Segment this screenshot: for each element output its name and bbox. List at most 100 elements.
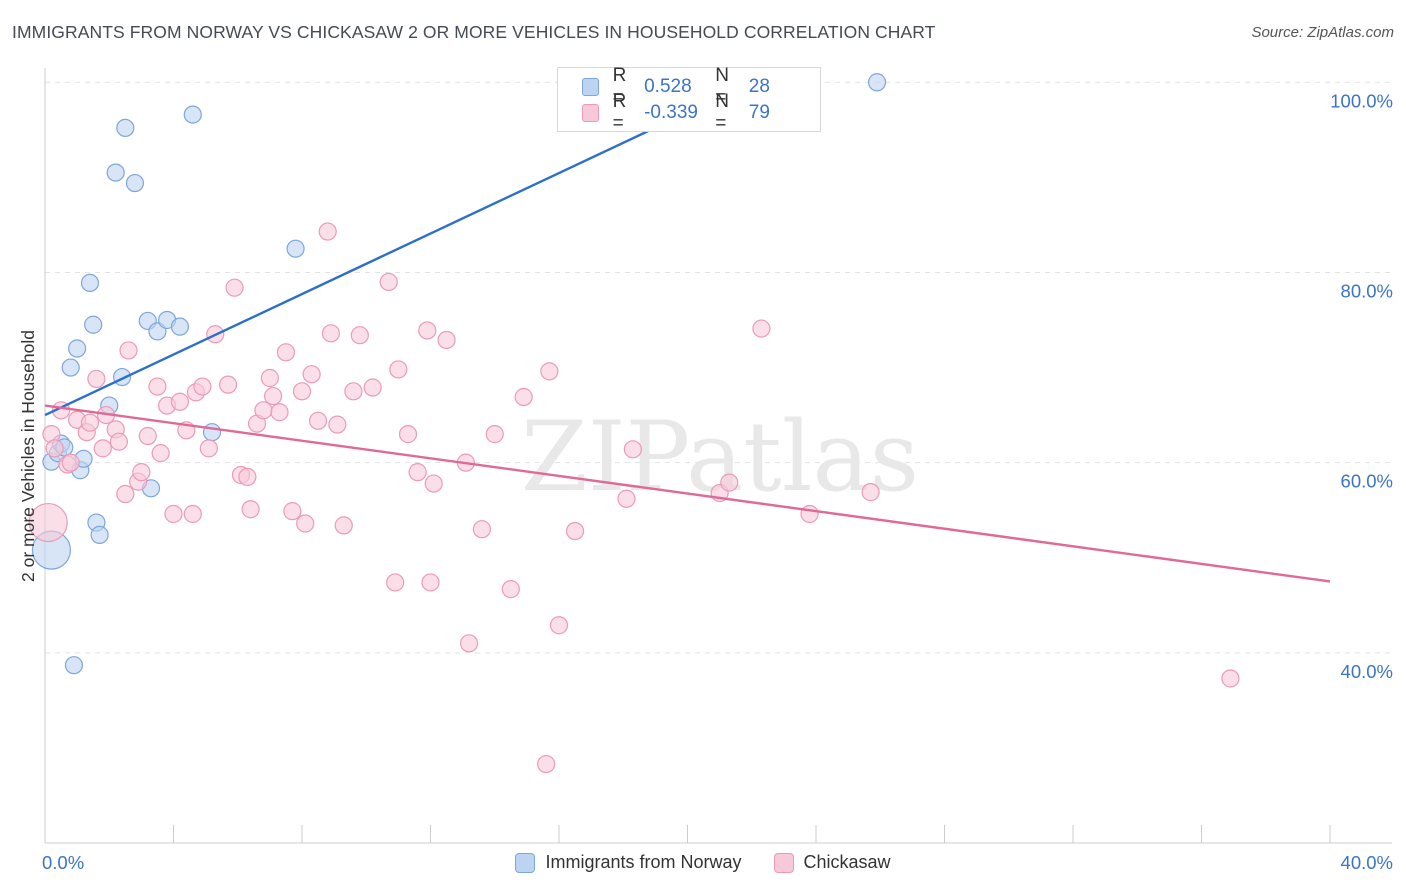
trend-lines xyxy=(44,81,1331,583)
norway-point xyxy=(116,118,135,138)
x-tick-label: 0.0% xyxy=(42,852,84,873)
chickasaw-point xyxy=(296,514,315,533)
legend-r-label: R = xyxy=(612,65,627,108)
chickasaw-point xyxy=(318,222,337,241)
norway-point xyxy=(84,315,103,334)
chickasaw-point xyxy=(800,504,819,524)
chickasaw-point xyxy=(418,321,437,340)
chickasaw-point xyxy=(565,521,585,541)
y-axis-label: 2 or more Vehicles in Household xyxy=(18,330,38,582)
chickasaw-point xyxy=(350,326,369,345)
norway-point xyxy=(90,525,109,545)
norway-trend-line xyxy=(44,81,753,417)
chickasaw-point xyxy=(260,368,279,388)
chickasaw-point xyxy=(389,360,408,379)
gridlines xyxy=(45,81,1392,654)
chickasaw-point xyxy=(344,382,363,401)
chickasaw-point xyxy=(292,382,312,401)
legend-swatch-blue xyxy=(515,852,536,873)
chickasaw-point xyxy=(164,504,183,524)
chickasaw-point xyxy=(752,319,771,338)
legend-item-chickasaw[interactable]: Chickasaw xyxy=(773,852,891,873)
chickasaw-point xyxy=(328,415,347,434)
chickasaw-point xyxy=(199,439,218,458)
chickasaw-point xyxy=(193,377,212,396)
chickasaw-point xyxy=(623,440,642,459)
chickasaw-point xyxy=(334,516,353,535)
legend-swatch-blue xyxy=(582,78,599,96)
norway-point xyxy=(183,105,202,124)
chickasaw-point xyxy=(148,377,167,396)
source-label: Source: ZipAtlas.com xyxy=(1251,24,1394,41)
chickasaw-point xyxy=(459,634,479,653)
legend-r-label: R = xyxy=(612,91,627,134)
tick-labels: 100.0% 80.0% 60.0% 40.0% 0.0% 40.0% xyxy=(42,90,1393,873)
series-legend: Immigrants from Norway Chickasaw xyxy=(0,852,1406,873)
chart-title: IMMIGRANTS FROM NORWAY VS CHICKASAW 2 OR… xyxy=(12,22,936,42)
chickasaw-trend-line xyxy=(44,404,1331,583)
legend-row-norway: R = 0.528 N = 28 xyxy=(582,65,820,108)
legend-swatch-pink xyxy=(582,104,599,122)
chickasaw-point xyxy=(116,484,135,504)
chickasaw-point xyxy=(501,580,520,599)
norway-point xyxy=(61,358,80,377)
chickasaw-point xyxy=(28,502,68,543)
chickasaw-point xyxy=(424,474,443,493)
chickasaw-point xyxy=(421,573,440,592)
chickasaw-point xyxy=(437,330,456,350)
legend-n-label: N = xyxy=(715,65,730,108)
chickasaw-point xyxy=(138,426,157,446)
legend-swatch-pink xyxy=(773,852,794,873)
chickasaw-point xyxy=(183,504,202,524)
chickasaw-point xyxy=(238,467,257,486)
norway-point xyxy=(80,273,100,293)
chickasaw-point xyxy=(861,483,880,502)
chickasaw-point xyxy=(386,573,405,592)
norway-point xyxy=(68,339,87,358)
chickasaw-point xyxy=(119,341,138,360)
chickasaw-point xyxy=(61,453,80,472)
x-tick-label: 40.0% xyxy=(1341,852,1393,873)
correlation-legend: R = 0.528 N = 28 R = -0.339 N = 79 xyxy=(557,65,821,134)
y-tick-label: 100.0% xyxy=(1330,90,1393,111)
norway-point xyxy=(106,163,125,182)
norway-point xyxy=(202,423,222,442)
legend-item-label: Immigrants from Norway xyxy=(545,852,742,872)
legend-r-value: 0.528 xyxy=(644,76,692,97)
chickasaw-point xyxy=(363,378,382,397)
norway-point xyxy=(125,173,145,193)
chickasaw-point xyxy=(151,444,170,463)
y-tick-label: 40.0% xyxy=(1341,661,1393,682)
legend-n-value: 28 xyxy=(748,76,770,97)
chickasaw-point xyxy=(93,439,112,458)
chickasaw-point xyxy=(80,413,100,432)
chickasaw-point xyxy=(537,754,556,774)
chickasaw-point xyxy=(1221,669,1240,688)
chickasaw-point xyxy=(132,463,151,482)
legend-item-label: Chickasaw xyxy=(803,852,891,872)
chickasaw-point xyxy=(321,324,341,343)
chickasaw-point xyxy=(485,425,504,444)
norway-point xyxy=(286,239,305,258)
chickasaw-point xyxy=(170,392,190,411)
norway-point xyxy=(64,656,84,675)
chickasaw-point xyxy=(263,386,283,406)
norway-point xyxy=(867,73,887,92)
chickasaw-point xyxy=(219,375,238,394)
chickasaw-point xyxy=(408,463,427,482)
chickasaw-point xyxy=(270,403,289,422)
legend-item-norway[interactable]: Immigrants from Norway xyxy=(515,852,742,873)
chickasaw-point xyxy=(302,365,321,384)
legend-r-value: -0.339 xyxy=(644,102,698,123)
chickasaw-point xyxy=(225,278,244,297)
chickasaw-point xyxy=(379,272,398,292)
chickasaw-point xyxy=(87,369,106,389)
chickasaw-point xyxy=(617,489,636,508)
legend-row-chickasaw: R = -0.339 N = 79 xyxy=(582,91,820,134)
chickasaw-point xyxy=(308,411,328,430)
chickasaw-point xyxy=(398,425,418,444)
legend-n-value: 79 xyxy=(748,102,770,123)
chickasaw-point xyxy=(45,439,64,458)
data-points xyxy=(28,73,1240,774)
